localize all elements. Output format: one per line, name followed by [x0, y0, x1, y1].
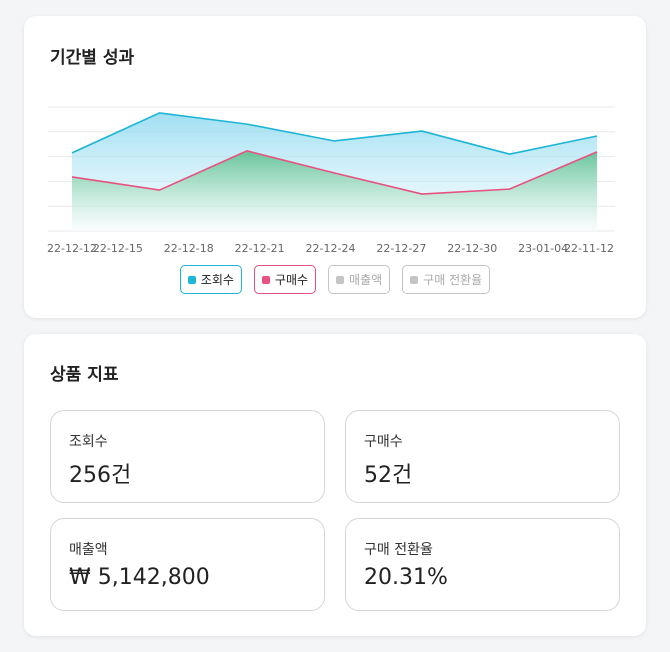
- legend-label: 구매 전환율: [423, 273, 483, 287]
- metric-label: 구매수: [364, 434, 403, 450]
- metric-label: 조회수: [69, 434, 108, 450]
- metric-card: 매출액 ₩ 5,142,800: [50, 518, 325, 611]
- chart-card: 기간별 성과 22-12-12 22-12-15 22-12-18 22-12-21 2…: [24, 16, 646, 318]
- line: [71, 112, 598, 155]
- legend-swatch: [336, 275, 345, 284]
- chart-title: 기간별 성과: [50, 48, 135, 68]
- legend-item[interactable]: 구매수: [253, 265, 317, 294]
- x-tick-label: 22-12-18: [164, 242, 214, 255]
- legend: 조회수 구매수 매출액 구매 전환율: [24, 265, 646, 294]
- metric-value: ₩ 5,142,800: [69, 565, 210, 590]
- legend-swatch: [187, 275, 196, 284]
- metric-label: 구매 전환율: [364, 542, 433, 558]
- metric-card: 조회수 256건: [50, 410, 325, 503]
- x-tick-label: 22-12-12: [47, 242, 97, 255]
- legend-label: 조회수: [200, 273, 234, 287]
- metrics-title: 상품 지표: [50, 365, 119, 385]
- x-tick-label: 23-01-04: [518, 242, 568, 255]
- metric-value: 256건: [69, 463, 132, 488]
- metric-value: 52건: [364, 463, 413, 488]
- metric-card: 구매 전환율 20.31%: [345, 518, 620, 611]
- legend-item[interactable]: 매출액: [328, 265, 391, 294]
- legend-swatch: [261, 275, 270, 284]
- x-tick-label: 22-12-24: [306, 242, 356, 255]
- legend-item[interactable]: 조회수: [179, 265, 242, 294]
- legend-label: 구매수: [274, 273, 309, 287]
- metric-value: 20.31%: [364, 565, 448, 590]
- legend-swatch: [410, 275, 419, 284]
- legend-label: 매출액: [349, 273, 383, 287]
- x-tick-label: 22-12-27: [376, 242, 426, 255]
- line: [71, 150, 598, 195]
- x-tick-label: 22-11-12: [564, 242, 614, 255]
- metric-label: 매출액: [69, 542, 108, 558]
- legend-item[interactable]: 구매 전환율: [402, 265, 491, 294]
- x-tick-label: 22-12-21: [235, 242, 285, 255]
- x-tick-label: 22-12-15: [93, 242, 143, 255]
- metric-card: 구매수 52건: [345, 410, 620, 503]
- x-tick-label: 22-12-30: [447, 242, 497, 255]
